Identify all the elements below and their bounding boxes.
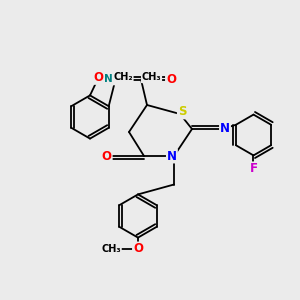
Text: F: F <box>250 162 257 176</box>
Text: CH₂: CH₂ <box>113 72 133 82</box>
Text: N: N <box>167 149 177 163</box>
Text: O: O <box>133 242 143 256</box>
Text: O: O <box>101 149 112 163</box>
Text: CH₃: CH₃ <box>101 244 121 254</box>
Text: O: O <box>93 71 103 84</box>
Text: NH: NH <box>104 74 121 85</box>
Text: S: S <box>178 105 186 119</box>
Text: CH₃: CH₃ <box>142 72 161 82</box>
Text: N: N <box>220 122 230 136</box>
Text: O: O <box>166 73 176 86</box>
